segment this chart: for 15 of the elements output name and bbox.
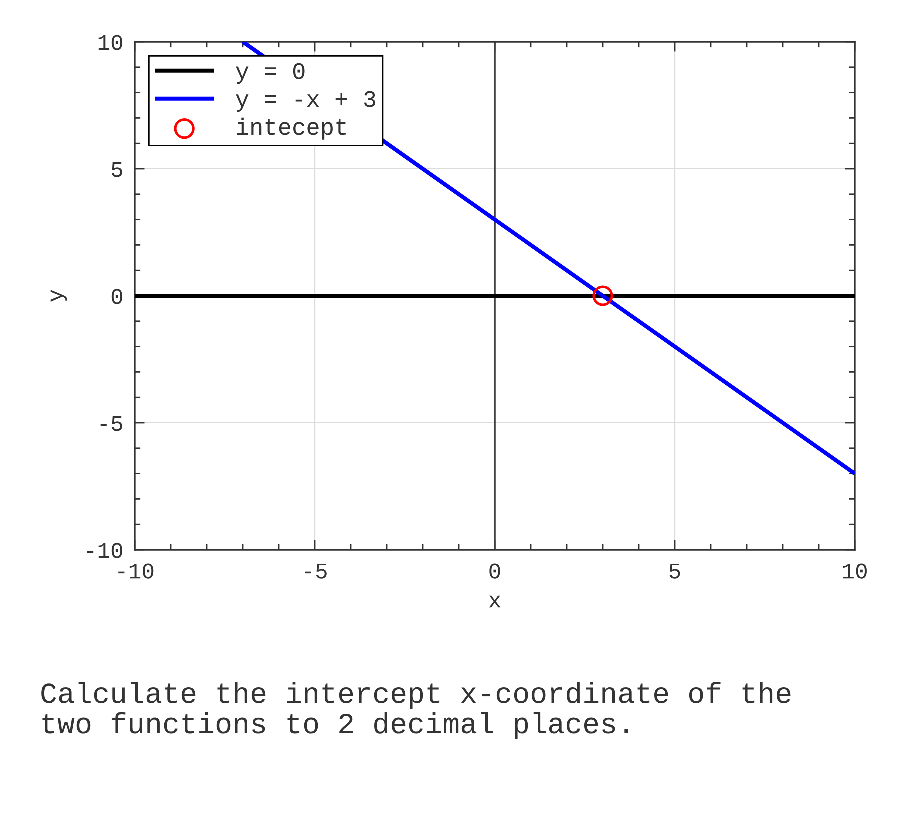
legend-label: y = 0 — [236, 63, 305, 84]
y-tick-label: 5 — [112, 162, 122, 178]
y-tick-label: 10 — [98, 35, 123, 50]
text: Calculate the intercept x-coordinate of the two functions to 2 decimal places. — [42, 682, 791, 740]
x-tick-label: 10 — [843, 564, 867, 579]
x-tick-label: 5 — [670, 564, 680, 579]
x-axis-title: x — [489, 596, 501, 608]
x-tick-label: 0 — [490, 564, 500, 579]
y-tick-label: 0 — [112, 289, 123, 304]
x-tick-label: -5 — [305, 564, 327, 579]
y-axis-title: y — [50, 290, 68, 302]
y-tick-label: -10 — [88, 543, 123, 558]
legend-label: y = -x + 3 — [236, 91, 376, 112]
y-tick-label: -5 — [100, 416, 122, 432]
legend-label: intecept — [236, 118, 346, 140]
